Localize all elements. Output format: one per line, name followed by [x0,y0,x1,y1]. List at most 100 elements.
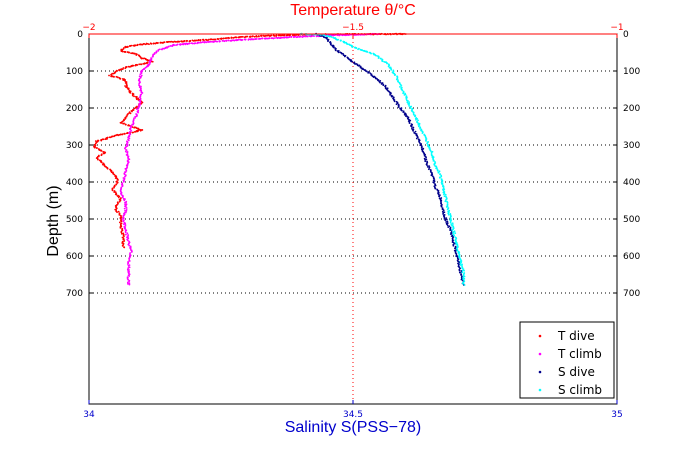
data-point [450,235,453,238]
data-point [299,35,302,38]
data-point [128,65,131,68]
data-point [142,57,145,60]
data-point [142,63,145,65]
data-point [124,78,126,81]
data-point [124,228,127,230]
data-point [148,43,150,46]
data-point [157,50,160,52]
data-point [135,98,138,101]
data-point [292,34,294,36]
data-point [108,136,111,139]
data-point [102,138,105,141]
data-point [130,130,133,132]
data-point [155,51,158,54]
data-point [126,232,129,235]
data-point [402,92,405,95]
data-point [403,113,406,116]
salinity-tick-label: 34 [83,410,95,420]
data-point [446,208,449,211]
data-point [437,171,440,174]
data-point [357,48,359,51]
data-point [315,35,318,38]
depth-tick-label-left: 100 [66,67,83,77]
data-point [124,201,126,204]
data-point [393,74,396,77]
data-point [323,36,326,39]
data-point [128,280,130,283]
data-point [156,42,158,45]
data-point [462,274,465,277]
data-point [446,224,449,227]
data-point [445,221,447,223]
data-point [459,264,462,266]
data-point [227,39,230,42]
data-point [124,233,127,236]
data-point [337,38,340,41]
data-point [410,126,413,128]
data-point [221,39,224,42]
data-point [141,43,144,46]
data-point [433,177,435,180]
data-point [270,34,273,37]
data-point [463,269,466,272]
data-point [440,175,443,178]
data-point [327,40,329,43]
data-point [140,57,143,60]
data-point [167,45,170,48]
data-point [446,201,449,204]
data-point [118,200,121,203]
data-point [188,40,191,43]
legend-box [519,321,615,399]
data-point [199,41,202,44]
data-point [298,36,301,38]
data-point [439,173,441,176]
data-point [375,54,378,57]
data-point [247,38,250,41]
data-point [126,145,129,147]
data-point [119,226,122,229]
data-point [288,36,291,38]
legend-marker-s-climb [538,388,542,392]
data-point [113,75,115,78]
data-point [451,239,454,242]
data-point [211,40,213,43]
data-point [94,140,97,142]
data-point [124,123,127,126]
data-point [462,268,465,271]
data-point [124,150,127,153]
data-point [346,43,348,45]
data-point [116,211,118,214]
data-point [447,226,450,229]
legend-marker-t-dive [538,334,542,338]
data-point [133,117,135,120]
data-point [418,124,421,126]
data-point [369,72,372,75]
data-point [150,59,153,61]
data-point [399,85,401,88]
data-point [100,139,103,142]
data-point [412,126,415,129]
data-point [268,37,270,40]
data-point [101,163,104,166]
data-point [129,91,132,94]
data-point [401,89,404,92]
data-point [144,43,147,46]
data-point [458,269,461,272]
data-point [344,34,347,37]
data-point [123,173,126,176]
data-point [159,42,162,44]
data-point [193,42,196,45]
data-point [118,221,121,224]
data-point [123,199,126,202]
data-point [237,36,240,39]
data-point [100,149,103,152]
data-point [424,160,427,163]
data-point [452,244,455,247]
data-point [112,72,115,75]
data-point [117,210,120,213]
data-point [332,46,335,49]
data-point [360,49,363,51]
data-point [94,142,97,145]
data-point [452,231,454,234]
data-point [115,180,118,183]
